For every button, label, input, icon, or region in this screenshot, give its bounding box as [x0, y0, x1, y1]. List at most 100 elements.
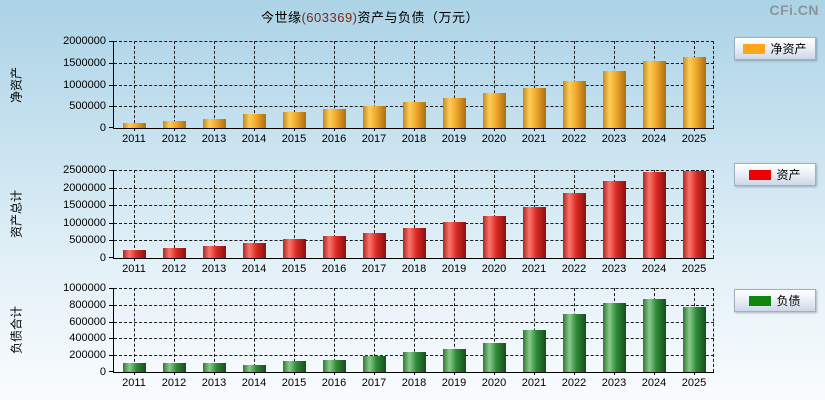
grid-line-vertical — [414, 41, 415, 128]
y-axis-tick — [109, 187, 113, 189]
grid-line-vertical — [214, 288, 215, 372]
grid-line-vertical — [534, 41, 535, 128]
x-axis-tick — [614, 258, 615, 261]
plot-area: 0 200000 400000 600000 800000 1000000 2011 2012… — [63, 282, 714, 389]
bar — [562, 193, 586, 258]
bar — [402, 102, 426, 128]
grid-line-vertical — [374, 170, 375, 258]
x-tick-label: 2015 — [281, 263, 307, 275]
x-axis-tick — [694, 372, 695, 375]
y-axis-tick — [109, 222, 113, 224]
x-tick-label: 2011 — [122, 263, 146, 275]
bar — [642, 299, 666, 372]
x-tick-label: 2023 — [601, 263, 627, 275]
x-axis-tick — [334, 128, 335, 131]
bar — [562, 80, 586, 128]
plot-right-border — [713, 41, 714, 128]
grid-line-vertical — [494, 41, 495, 128]
x-tick-label: 2025 — [681, 263, 707, 275]
grid-line-vertical — [134, 288, 135, 372]
bar — [402, 351, 426, 372]
x-axis-tick — [374, 128, 375, 131]
x-axis-tick — [334, 258, 335, 261]
x-tick-label: 2022 — [561, 133, 587, 145]
x-axis-tick — [694, 128, 695, 131]
bar — [562, 313, 586, 372]
grid-line-vertical — [294, 41, 295, 128]
bar — [682, 171, 706, 258]
x-axis-tick — [534, 128, 535, 131]
grid-line-vertical — [454, 288, 455, 372]
grid-line-vertical — [174, 288, 175, 372]
plot-right-border — [713, 288, 714, 372]
y-axis-tick — [109, 321, 113, 323]
legend: 净资产 — [734, 37, 816, 60]
legend-swatch-icon — [743, 43, 766, 54]
bar — [402, 228, 426, 258]
x-tick-label: 2016 — [321, 377, 347, 389]
y-tick-label: 800000 — [69, 298, 106, 311]
bar — [482, 215, 506, 258]
grid-line-vertical — [454, 170, 455, 258]
legend-label: 负债 — [776, 294, 801, 308]
watermark-cfi-logo: CFi.CN — [769, 2, 819, 18]
bar — [122, 363, 146, 372]
bar — [682, 56, 706, 128]
x-axis-tick — [214, 372, 215, 375]
x-tick-label: 2015 — [281, 377, 307, 389]
x-axis-tick — [134, 372, 135, 375]
y-tick-label: 1000000 — [63, 78, 106, 91]
y-tick-label: 600000 — [69, 315, 106, 328]
y-tick-label: 2500000 — [63, 164, 106, 176]
x-axis-tick — [294, 128, 295, 131]
x-tick-label: 2022 — [561, 377, 587, 389]
x-tick-label: 2016 — [321, 133, 347, 145]
x-tick-label: 2020 — [481, 263, 507, 275]
x-tick-label: 2016 — [321, 263, 347, 275]
bar — [522, 206, 546, 258]
x-axis-tick — [454, 372, 455, 375]
x-tick-label: 2019 — [441, 133, 467, 145]
bar — [642, 60, 666, 128]
bar — [682, 306, 706, 372]
x-axis-tick — [654, 258, 655, 261]
x-tick-label: 2015 — [281, 133, 307, 145]
x-tick-label: 2014 — [241, 133, 267, 145]
x-tick-label: 2013 — [201, 263, 227, 275]
bar — [362, 105, 386, 128]
x-tick-label: 2018 — [401, 263, 427, 275]
x-tick-label: 2012 — [161, 263, 187, 275]
x-tick-label: 2025 — [681, 377, 707, 389]
grid-line-vertical — [134, 170, 135, 258]
x-tick-label: 2024 — [641, 133, 667, 145]
x-axis-tick — [134, 258, 135, 261]
x-axis-tick — [454, 128, 455, 131]
x-tick-label: 2013 — [201, 377, 227, 389]
bar — [282, 239, 306, 258]
title-stock-code: (603369) — [301, 10, 358, 25]
y-tick-label: 2000000 — [63, 181, 106, 194]
y-axis-tick — [109, 304, 113, 306]
x-tick-label: 2011 — [122, 133, 146, 145]
bar — [162, 121, 186, 128]
x-tick-label: 2018 — [401, 377, 427, 389]
bar — [322, 236, 346, 258]
y-tick-label: 1000000 — [63, 282, 106, 294]
x-axis-tick — [414, 128, 415, 131]
y-axis-tick — [109, 338, 113, 340]
y-tick-label: 0 — [99, 252, 106, 264]
bar — [202, 363, 226, 372]
grid-line-vertical — [334, 288, 335, 372]
y-tick-label: 2000000 — [63, 35, 106, 47]
y-axis-tick — [109, 257, 113, 258]
y-tick-label: 0 — [99, 122, 106, 134]
y-axis-tick — [109, 240, 113, 242]
bar — [242, 242, 266, 258]
grid-line-vertical — [494, 170, 495, 258]
x-axis-tick — [254, 128, 255, 131]
grid-line-vertical — [334, 41, 335, 128]
bar — [242, 113, 266, 128]
x-axis-tick — [254, 258, 255, 261]
bar — [322, 359, 346, 372]
y-tick-label: 0 — [99, 366, 106, 378]
